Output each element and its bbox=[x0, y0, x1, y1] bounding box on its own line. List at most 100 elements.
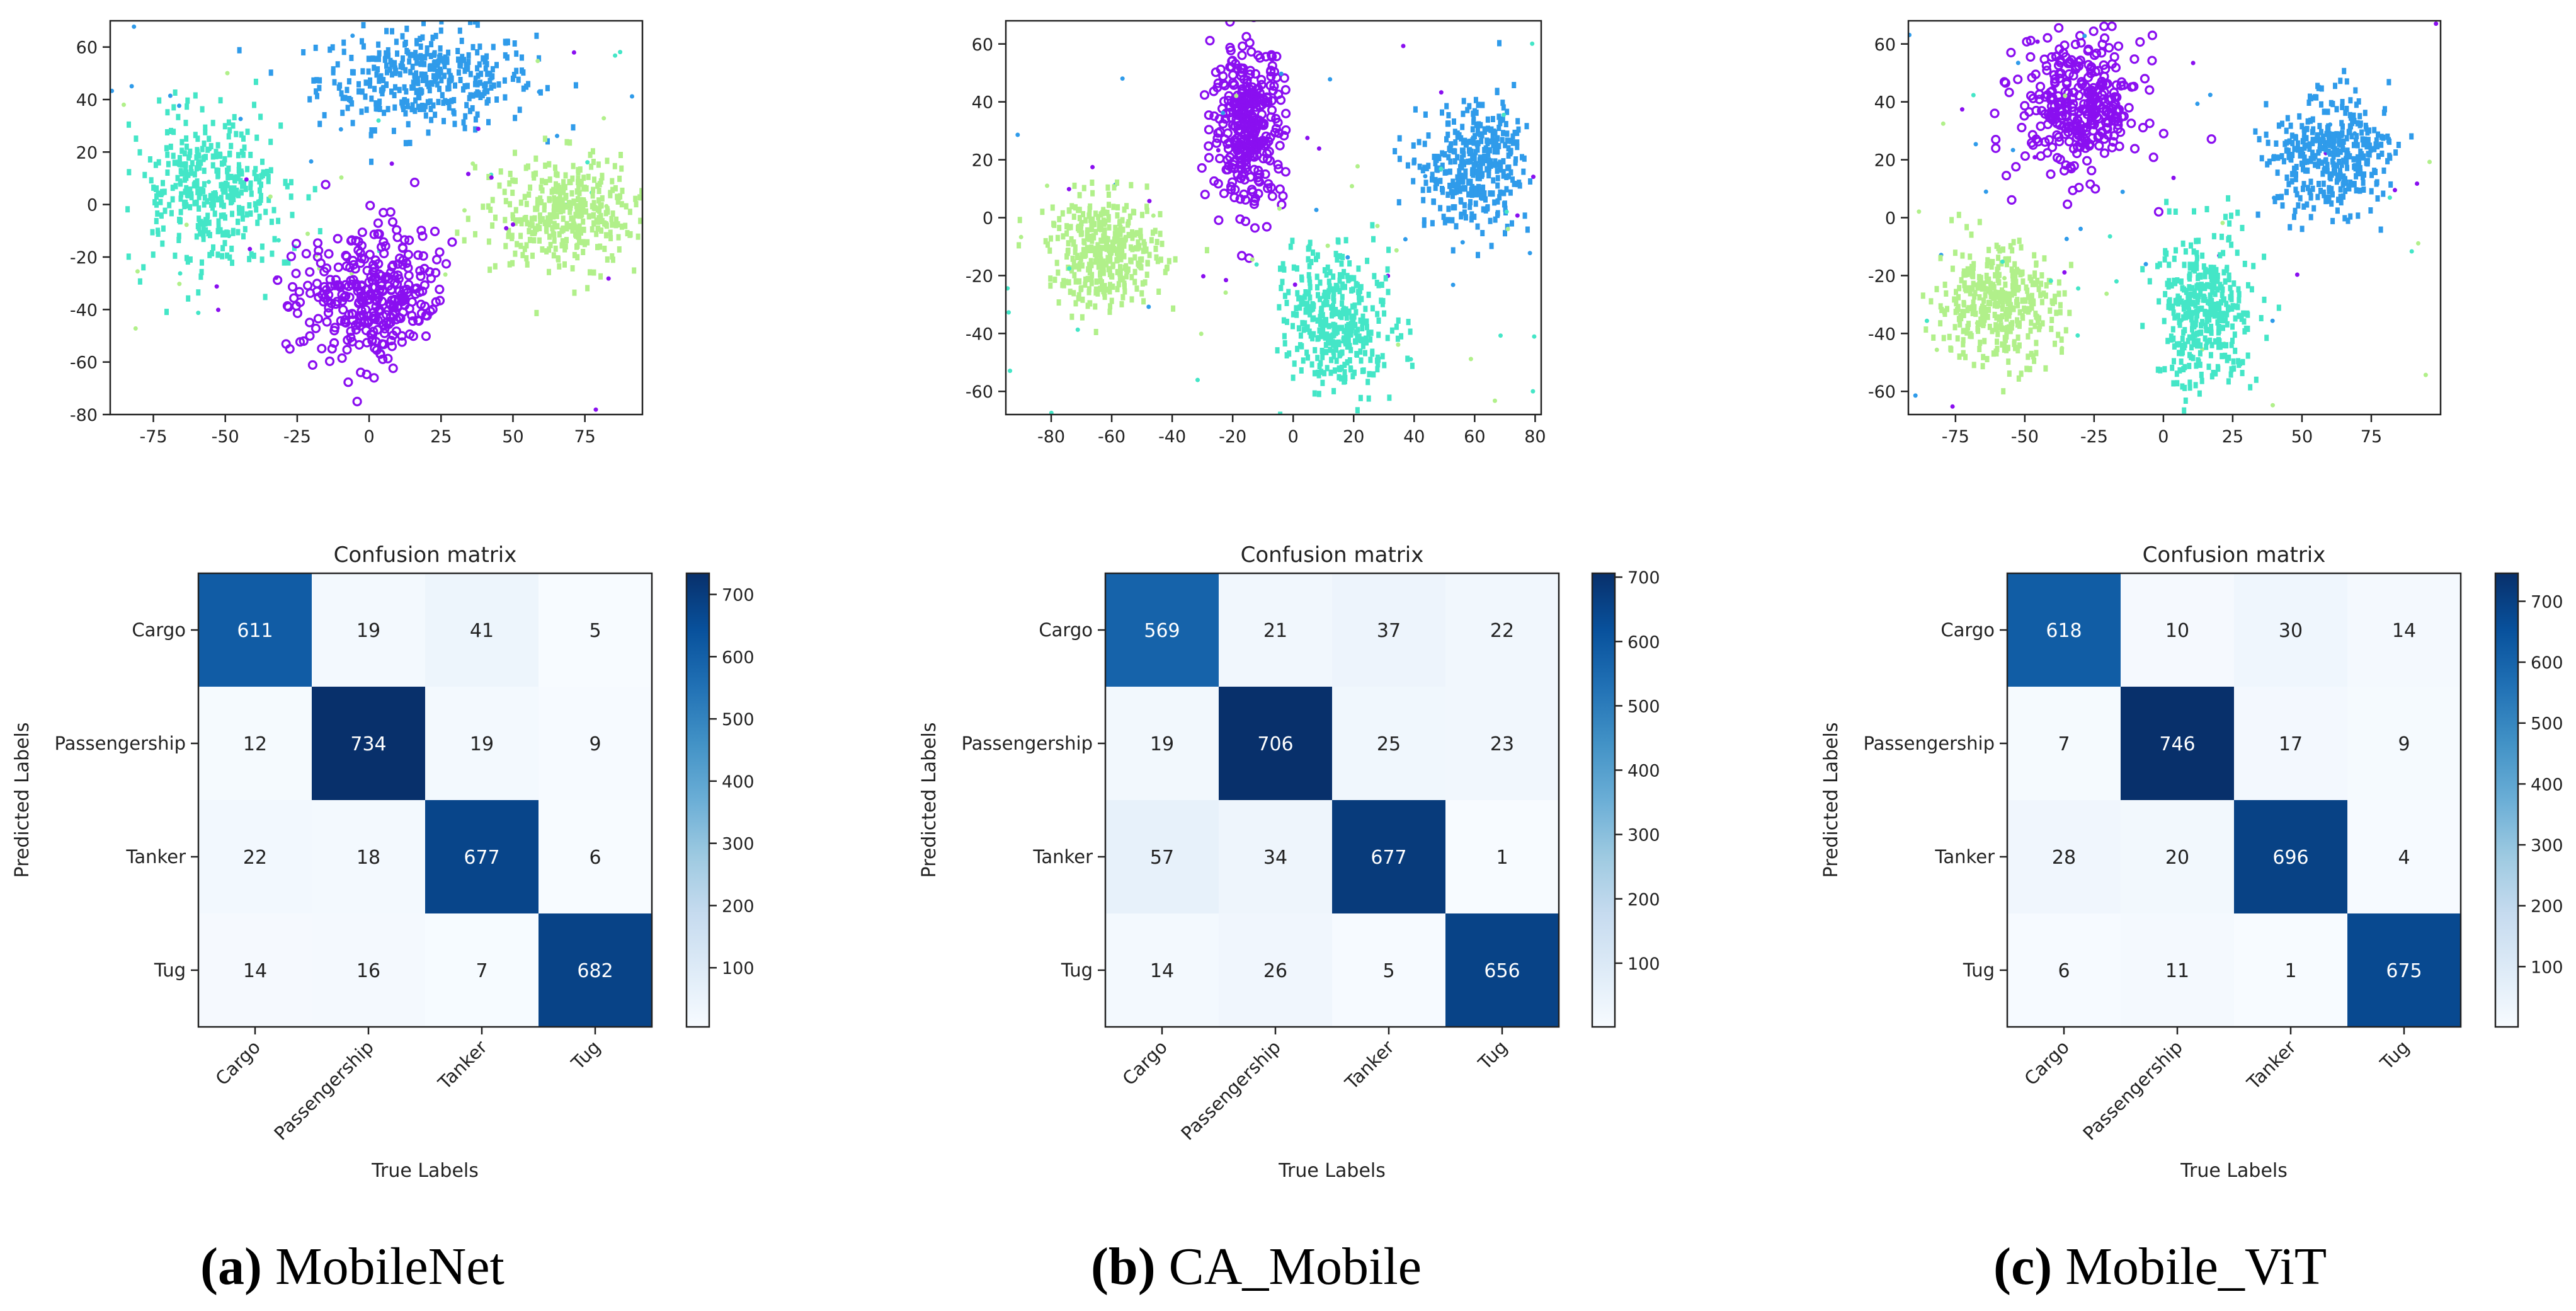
y-tick-label: -80 bbox=[70, 406, 98, 425]
stray-point-passengership bbox=[489, 175, 494, 180]
point-passengership bbox=[378, 354, 388, 364]
point-cargo bbox=[2208, 273, 2213, 279]
matrix-cell-value: 9 bbox=[589, 733, 601, 755]
point-tug bbox=[1483, 129, 1487, 135]
point-tanker bbox=[1135, 245, 1140, 252]
stray-point-tug bbox=[1146, 419, 1151, 423]
point-tanker bbox=[524, 255, 529, 261]
stray-point-tug bbox=[1279, 71, 1284, 76]
point-tanker bbox=[524, 200, 529, 207]
stray-point-cargo bbox=[1255, 479, 1259, 483]
point-tug bbox=[1446, 154, 1451, 161]
point-tug bbox=[2286, 181, 2291, 188]
point-tanker bbox=[2002, 335, 2007, 341]
stray-point-tug bbox=[1314, 207, 1319, 212]
point-tanker bbox=[2029, 319, 2034, 326]
point-tug bbox=[2317, 158, 2322, 165]
point-cargo bbox=[1277, 304, 1282, 311]
point-cargo bbox=[2184, 304, 2189, 311]
point-tanker bbox=[605, 157, 610, 164]
point-tug bbox=[1495, 198, 1500, 205]
point-tanker bbox=[570, 227, 575, 234]
stray-point-tanker bbox=[305, 231, 310, 236]
point-cargo bbox=[256, 199, 261, 206]
stray-point-cargo bbox=[1504, 209, 1509, 214]
stray-point-tug bbox=[537, 89, 542, 94]
point-cargo bbox=[2224, 342, 2229, 349]
point-cargo bbox=[202, 194, 207, 201]
point-tanker bbox=[1963, 353, 1968, 360]
point-passengership bbox=[2078, 123, 2089, 134]
point-tanker bbox=[1965, 270, 1970, 277]
stray-point-tug bbox=[1328, 77, 1333, 82]
point-tanker bbox=[645, 243, 649, 249]
point-tug bbox=[1510, 220, 1514, 227]
point-tug bbox=[1463, 173, 1468, 180]
point-tanker bbox=[1931, 334, 1936, 341]
point-passengership bbox=[1256, 74, 1267, 85]
point-cargo bbox=[2206, 327, 2211, 334]
point-tanker bbox=[1105, 184, 1110, 191]
point-tanker bbox=[1126, 232, 1131, 239]
point-tug bbox=[381, 77, 386, 84]
point-tug bbox=[377, 50, 382, 57]
point-tanker bbox=[462, 237, 467, 244]
point-tug bbox=[1469, 211, 1474, 218]
point-passengership bbox=[2117, 77, 2127, 87]
point-tug bbox=[1488, 190, 1493, 197]
stray-point-tug bbox=[1913, 393, 1918, 398]
point-tanker bbox=[1130, 229, 1134, 236]
stray-point-tanker bbox=[1932, 423, 1936, 427]
stray-point-cargo bbox=[1439, 166, 1444, 171]
point-cargo bbox=[1357, 336, 1362, 343]
point-tanker bbox=[472, 164, 477, 171]
point-cargo bbox=[2198, 273, 2203, 280]
point-cargo bbox=[194, 154, 199, 161]
point-cargo bbox=[2208, 294, 2213, 301]
point-cargo bbox=[2209, 329, 2214, 336]
point-tanker bbox=[2016, 375, 2021, 382]
point-tug bbox=[1513, 159, 1518, 166]
point-passengership bbox=[1240, 216, 1251, 226]
point-cargo bbox=[2209, 289, 2214, 295]
point-cargo bbox=[1380, 353, 1385, 360]
point-cargo bbox=[1297, 304, 1302, 311]
point-tug bbox=[1460, 123, 1465, 130]
point-cargo bbox=[1337, 365, 1342, 372]
point-cargo bbox=[2187, 295, 2192, 302]
point-cargo bbox=[1356, 265, 1361, 272]
cluster-tanker bbox=[122, 59, 649, 331]
x-tick-label: 25 bbox=[430, 427, 452, 447]
point-cargo bbox=[1368, 357, 1373, 364]
stray-point-tug bbox=[1146, 304, 1151, 309]
point-passengership bbox=[287, 282, 298, 292]
point-tanker bbox=[576, 233, 580, 240]
point-tanker bbox=[2032, 252, 2037, 259]
point-cargo bbox=[2200, 319, 2205, 326]
point-tanker bbox=[1102, 209, 1107, 216]
point-cargo bbox=[211, 201, 216, 208]
point-cargo bbox=[188, 165, 193, 171]
point-cargo bbox=[258, 193, 263, 200]
point-passengership bbox=[346, 333, 356, 343]
point-tanker bbox=[564, 237, 569, 244]
point-cargo bbox=[1347, 309, 1352, 316]
point-cargo bbox=[2235, 209, 2240, 216]
point-tanker bbox=[1990, 259, 1995, 265]
point-tanker bbox=[1127, 213, 1132, 220]
point-cargo bbox=[2177, 367, 2182, 374]
point-tug bbox=[481, 55, 486, 62]
matrix-cell-value: 16 bbox=[356, 960, 380, 982]
point-tanker bbox=[539, 199, 544, 205]
point-tanker bbox=[1095, 242, 1100, 249]
point-tug bbox=[478, 94, 483, 100]
point-cargo bbox=[1331, 387, 1336, 394]
point-tug bbox=[2369, 171, 2374, 178]
point-cargo bbox=[182, 150, 187, 157]
stray-point-tanker bbox=[1199, 331, 1204, 336]
point-cargo bbox=[1290, 238, 1295, 244]
point-cargo bbox=[2167, 261, 2172, 268]
point-passengership bbox=[316, 258, 326, 268]
point-cargo bbox=[1410, 362, 1415, 369]
point-tanker bbox=[602, 246, 607, 252]
